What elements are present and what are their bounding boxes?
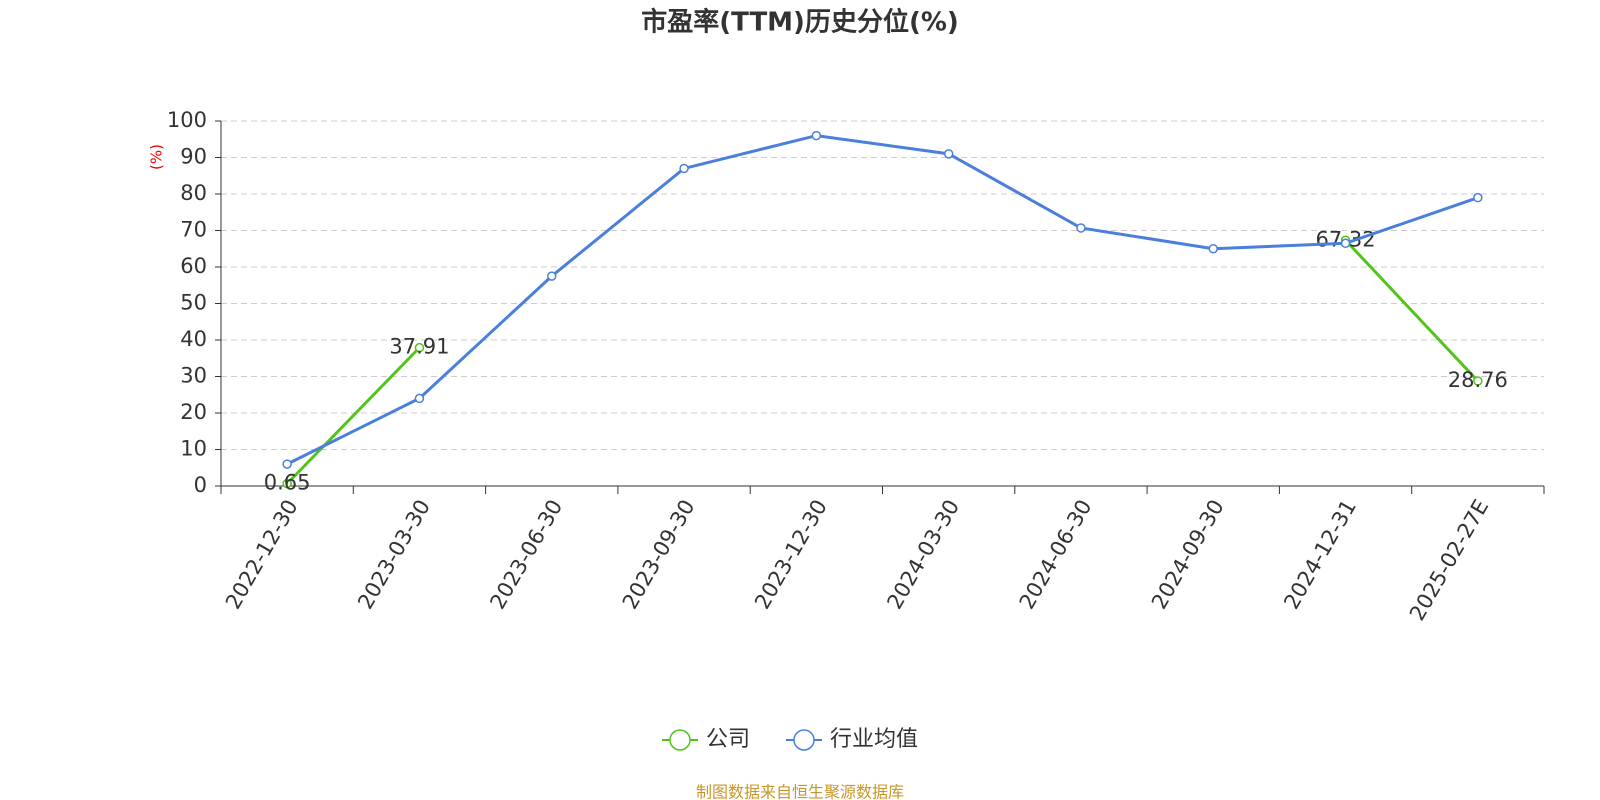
data-point [811, 130, 822, 141]
legend-marker [669, 729, 691, 751]
y-tick-label: 20 [180, 400, 207, 424]
y-tick-label: 90 [180, 145, 207, 169]
x-tick-label: 2025-02-27E [1405, 496, 1493, 625]
data-point [1076, 223, 1086, 233]
x-tick-label: 2024-09-30 [1147, 496, 1229, 614]
source-note: 制图数据来自恒生聚源数据库 [696, 783, 904, 800]
series-line [286, 134, 1479, 466]
y-axis-label: (%) [148, 144, 166, 170]
y-tick-label: 40 [180, 327, 207, 351]
y-tick-label: 100 [167, 108, 207, 132]
x-tick-label: 2024-03-30 [882, 496, 964, 614]
legend-label: 公司 [706, 727, 750, 752]
y-tick-label: 80 [180, 181, 207, 205]
legend-label: 行业均值 [830, 727, 918, 752]
x-tick-label: 2023-09-30 [618, 496, 700, 614]
y-tick-label: 30 [180, 364, 207, 388]
y-tick-label: 0 [194, 473, 207, 497]
x-tick-label: 2022-12-30 [221, 496, 303, 614]
y-tick-label: 70 [180, 218, 207, 242]
data-point [943, 149, 954, 159]
x-tick-label: 2023-12-30 [750, 496, 832, 614]
series-line [286, 239, 1479, 485]
y-tick-label: 60 [180, 254, 207, 278]
data-point [282, 459, 292, 469]
chart-title: 市盈率(TTM)历史分位(%) [641, 7, 959, 38]
x-tick-label: 2024-12-31 [1279, 496, 1361, 614]
data-point [414, 393, 425, 404]
data-point [414, 342, 425, 353]
data-point [1340, 238, 1351, 249]
data-point [282, 478, 292, 489]
data-label: 28.76 [1448, 368, 1508, 392]
x-tick-label: 2023-03-30 [353, 496, 435, 614]
y-tick-label: 50 [180, 291, 207, 315]
x-tick-label: 2023-06-30 [485, 496, 567, 614]
legend-marker [793, 729, 815, 751]
x-tick-label: 2024-06-30 [1015, 496, 1097, 614]
data-label: 37.91 [389, 335, 449, 359]
data-point [547, 271, 557, 281]
data-point [679, 163, 689, 174]
y-tick-label: 10 [180, 437, 207, 461]
data-point [1473, 376, 1483, 386]
data-label: 0.65 [264, 471, 311, 495]
data-point [1473, 192, 1483, 203]
data-point [1208, 244, 1218, 254]
